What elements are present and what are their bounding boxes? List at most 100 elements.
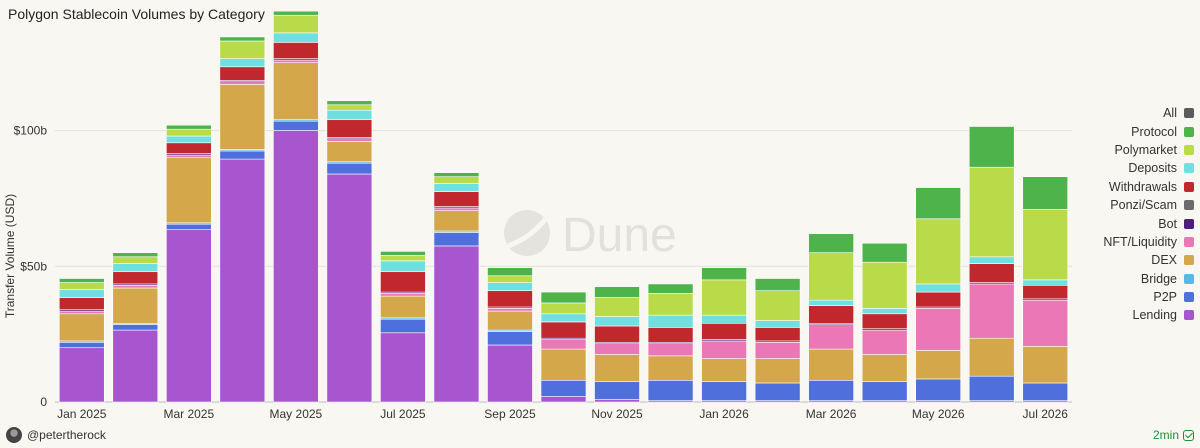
y-tick-label: $100b (14, 124, 48, 138)
bar-segment-deposits (112, 263, 159, 273)
bar-segment-protocol (273, 10, 319, 16)
bar-segment-p2p (915, 378, 961, 401)
bars (58, 10, 1069, 403)
x-tick-label: Jan 2026 (699, 407, 749, 421)
bar-segment-p2p (166, 223, 212, 230)
bar-segment-deposits (380, 260, 426, 273)
bar-segment-lending (380, 332, 426, 403)
bar-segment-dex (861, 354, 908, 382)
legend-item[interactable]: P2P (1044, 288, 1194, 306)
legend-label: Deposits (1128, 161, 1177, 176)
legend-label: Polymarket (1114, 142, 1177, 157)
bar-segment-p2p (273, 120, 319, 131)
x-tick-label: Jul 2025 (380, 407, 426, 421)
bar-segment-p2p (808, 379, 854, 401)
bar-segment-dex (58, 313, 105, 342)
legend-label: All (1163, 106, 1177, 121)
bar-segment-p2p (487, 331, 533, 346)
bar-segment-nft-liquidity (1022, 299, 1069, 347)
dune-watermark: Dune (504, 209, 677, 262)
bar-segment-polymarket (1022, 208, 1069, 281)
legend-item[interactable]: Deposits (1044, 159, 1194, 177)
x-tick-label: May 2026 (912, 407, 965, 421)
bar-segment-p2p (754, 382, 801, 401)
bar-segment-deposits (433, 183, 480, 192)
legend-item[interactable]: Bot (1044, 214, 1194, 232)
bar-segment-polymarket (915, 218, 961, 285)
bar-segment-protocol (1022, 176, 1069, 210)
bar-segment-p2p (540, 379, 587, 397)
bar-segment-withdrawals (487, 290, 533, 308)
bar-segment-polymarket (58, 282, 105, 290)
bar-segment-p2p (326, 162, 373, 175)
bar-segment-withdrawals (861, 313, 908, 330)
legend-swatch (1184, 255, 1194, 266)
legend-item[interactable]: Lending (1044, 306, 1194, 324)
legend-item[interactable]: Ponzi/Scam (1044, 196, 1194, 214)
bar-segment-protocol (647, 283, 694, 294)
bar-segment-p2p (701, 381, 747, 401)
bar-segment-dex (380, 295, 426, 319)
bar-segment-withdrawals (112, 271, 159, 285)
bar-segment-protocol (58, 278, 105, 283)
bar-segment-nft-liquidity (380, 293, 426, 297)
legend-item[interactable]: NFT/Liquidity (1044, 233, 1194, 251)
bar-segment-nft-liquidity (915, 308, 961, 351)
bar-segment-polymarket (754, 290, 801, 321)
legend-label: Lending (1132, 308, 1178, 323)
bar-segment-protocol (433, 172, 480, 178)
legend-swatch (1184, 292, 1194, 303)
legend-label: DEX (1151, 253, 1177, 268)
legend-item[interactable]: All (1044, 104, 1194, 122)
bar-segment-p2p (380, 318, 426, 334)
legend-item[interactable]: Withdrawals (1044, 178, 1194, 196)
bar-segment-nft-liquidity (273, 59, 319, 64)
bar-segment-polymarket (594, 297, 640, 317)
bar-segment-deposits (968, 256, 1015, 264)
bar-segment-polymarket (273, 14, 319, 34)
bar-segment-polymarket (647, 293, 694, 316)
author-tag[interactable]: @petertherock (6, 427, 106, 443)
legend-item[interactable]: DEX (1044, 251, 1194, 269)
legend-label: Ponzi/Scam (1110, 198, 1177, 213)
bar-segment-lending (112, 329, 159, 403)
bar-segment-withdrawals (701, 322, 747, 340)
legend-item[interactable]: Protocol (1044, 122, 1194, 140)
bar-segment-nft-liquidity (540, 339, 587, 350)
bar-segment-deposits (540, 313, 587, 323)
bar-segment-p2p (861, 381, 908, 401)
legend-swatch (1184, 273, 1194, 284)
axes: 0 $50b $100b Jan 2025 Mar 2025 May 2025 Jul 20… (14, 124, 1069, 421)
bar-segment-dex (915, 350, 961, 380)
legend-swatch (1184, 126, 1194, 137)
legend-item[interactable]: Polymarket (1044, 141, 1194, 159)
legend-item[interactable]: Bridge (1044, 270, 1194, 288)
bar-segment-p2p (112, 324, 159, 331)
bar-segment-deposits (166, 135, 212, 144)
bar-segment-nft-liquidity (326, 138, 373, 142)
bar-segment-dex (487, 310, 533, 331)
bar-segment-nft-liquidity (968, 283, 1015, 339)
x-tick-label: Sep 2025 (484, 407, 536, 421)
bar-segment-polymarket (808, 252, 854, 301)
bar-segment-protocol (754, 278, 801, 292)
bar-segment-withdrawals (968, 263, 1015, 283)
bar-segment-withdrawals (166, 142, 212, 154)
bar-segment-lending (219, 158, 266, 403)
bar-segment-lending (594, 398, 640, 403)
bar-segment-p2p (647, 379, 694, 401)
y-tick-label: 0 (40, 395, 47, 409)
bar-segment-dex (594, 354, 640, 382)
legend-label: Protocol (1131, 124, 1177, 139)
bar-segment-deposits (701, 314, 747, 324)
bar-segment-dex (166, 157, 212, 224)
bar-segment-protocol (326, 100, 373, 106)
bar-segment-withdrawals (594, 325, 640, 343)
bar-segment-protocol (915, 187, 961, 220)
legend-swatch (1184, 144, 1194, 155)
bar-segment-lending (326, 173, 373, 403)
x-tick-label: Nov 2025 (591, 407, 643, 421)
bar-segment-polymarket (380, 255, 426, 262)
bar-segment-dex (808, 348, 854, 381)
